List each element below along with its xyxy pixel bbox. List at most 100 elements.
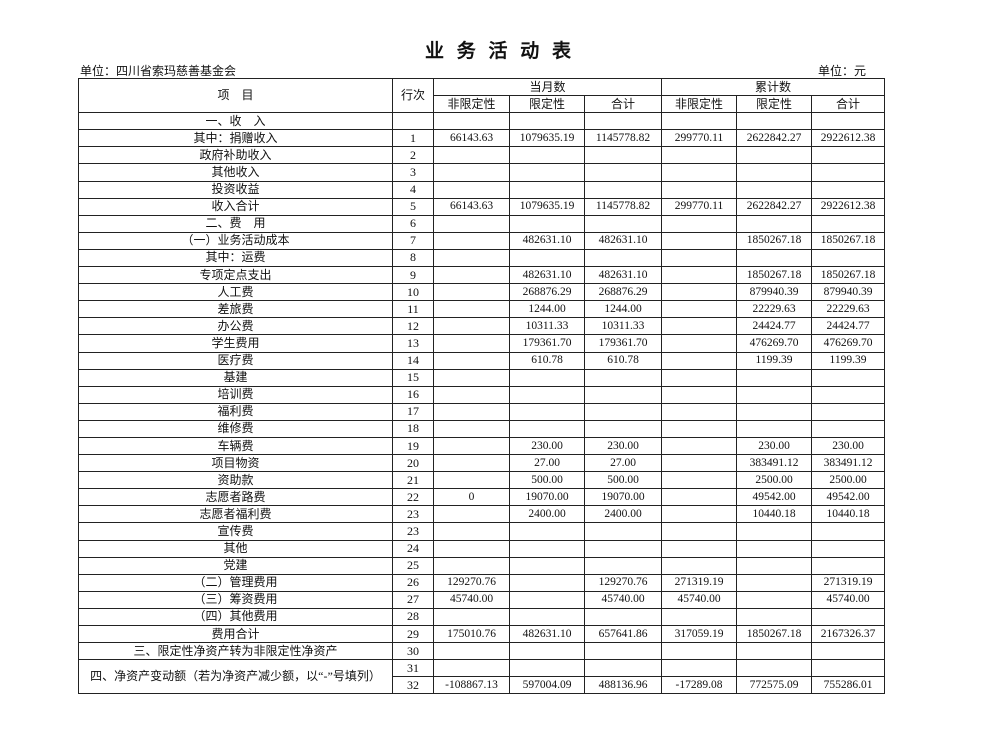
value-cell: 49542.00 [736,488,812,507]
value-cell: 1850267.18 [811,231,885,250]
value-cell: 476269.70 [736,334,812,353]
table-row: （一）业务活动成本 7 482631.10 482631.10 1850267.18 18… [78,231,885,250]
table-row: 医疗费 14 610.78 610.78 1199.39 1199.39 [78,351,885,370]
item-cell: 宣传费 [78,522,393,541]
value-cell [584,112,662,131]
value-cell [433,180,510,199]
value-cell: 2500.00 [736,471,812,490]
value-cell [811,659,885,678]
value-cell: 45740.00 [433,590,510,609]
table-row: 党建 25 [78,556,885,575]
table-row: 志愿者路费 22 0 19070.00 19070.00 49542.00 49542.00 [78,488,885,507]
unit-left: 单位：四川省索玛慈善基金会 [80,64,237,78]
item-cell: 三、限定性净资产转为非限定性净资产 [78,642,393,661]
line-cell: 6 [392,214,434,233]
value-cell [736,248,812,268]
line-cell: 10 [392,283,434,302]
value-cell: 66143.63 [433,197,510,216]
value-cell [433,300,510,319]
value-cell: 10311.33 [584,317,662,336]
value-cell [811,419,885,438]
value-cell [584,539,662,558]
value-cell [509,214,585,233]
value-cell [811,112,885,131]
value-cell [661,522,737,541]
value-cell [736,539,812,558]
value-cell: 24424.77 [811,317,885,336]
line-cell: 18 [392,419,434,438]
table-row: 一、收 入 [78,112,885,131]
value-cell [509,112,585,131]
table-row: 收入合计 5 66143.63 1079635.19 1145778.82 299770.… [78,197,885,216]
value-cell [661,471,737,490]
value-cell [509,590,585,609]
table-row: 三、限定性净资产转为非限定性净资产 30 [78,642,885,661]
item-cell: （二）管理费用 [78,573,393,592]
value-cell [736,642,812,661]
value-cell [736,556,812,575]
header-cell: 非限定性 [661,95,737,114]
value-cell: 500.00 [584,471,662,490]
value-cell [661,419,737,438]
value-cell [509,522,585,541]
item-cell: 培训费 [78,385,393,404]
value-cell: 772575.09 [736,676,812,695]
line-cell: 21 [392,471,434,490]
item-cell: 项目物资 [78,454,393,473]
item-cell: 一、收 入 [78,112,393,131]
value-cell [736,385,812,404]
value-cell [736,368,812,387]
value-cell [811,402,885,421]
value-cell [736,214,812,233]
value-cell: 230.00 [584,436,662,456]
value-cell [811,146,885,165]
value-cell [433,163,510,182]
value-cell: 1850267.18 [736,624,812,644]
value-cell: 27.00 [509,454,585,473]
line-cell: 30 [392,642,434,661]
value-cell [584,607,662,627]
value-cell: 1079635.19 [509,197,585,216]
value-cell [736,163,812,182]
value-cell [433,522,510,541]
value-cell: 230.00 [811,436,885,456]
value-cell [509,419,585,438]
value-cell [811,556,885,575]
value-cell [584,368,662,387]
value-cell: 383491.12 [811,454,885,473]
value-cell [811,642,885,661]
item-cell: 其他 [78,539,393,558]
value-cell [736,607,812,627]
title: 业 务 活 动 表 [424,41,575,62]
value-cell: 129270.76 [433,573,510,592]
item-cell: 学生费用 [78,334,393,353]
header-cell: 项 目 [78,77,393,114]
value-cell [736,522,812,541]
value-cell: 879940.39 [811,283,885,302]
value-cell: 1199.39 [811,351,885,370]
line-cell: 32 [392,676,434,695]
item-cell: 资助款 [78,471,393,490]
line-cell: 12 [392,317,434,336]
value-cell: 1145778.82 [584,197,662,216]
value-cell [736,573,812,592]
value-cell: 500.00 [509,471,585,490]
table-row: 培训费 16 [78,385,885,404]
value-cell [661,488,737,507]
table-row: 资助款 21 500.00 500.00 2500.00 2500.00 [78,471,885,490]
value-cell [661,248,737,268]
table-row: 办公费 12 10311.33 10311.33 24424.77 24424.77 [78,317,885,336]
table-row: 学生费用 13 179361.70 179361.70 476269.70 476269.… [78,334,885,353]
value-cell [661,317,737,336]
value-cell [584,402,662,421]
header-cell: 限定性 [509,95,585,114]
line-cell: 11 [392,300,434,319]
value-cell [661,180,737,199]
line-cell: 4 [392,180,434,199]
item-cell: （四）其他费用 [78,607,393,627]
value-cell [584,163,662,182]
value-cell [433,419,510,438]
value-cell: 271319.19 [811,573,885,592]
value-cell: 299770.11 [661,197,737,216]
value-cell [433,146,510,165]
